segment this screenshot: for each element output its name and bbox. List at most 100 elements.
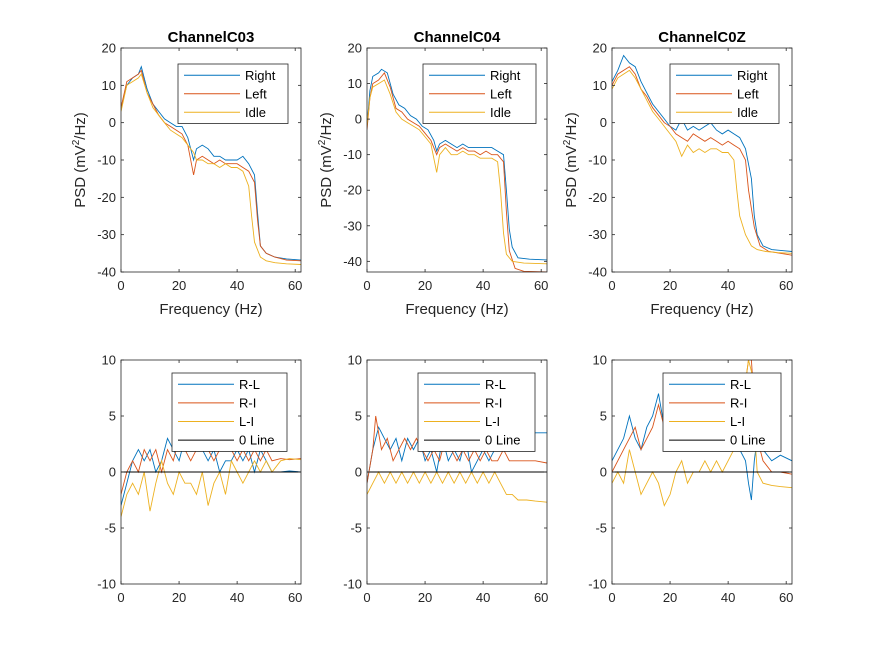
y-tick-label: 0 (600, 465, 607, 480)
x-tick-label: 20 (663, 590, 677, 605)
legend-label: Idle (737, 105, 758, 120)
x-tick-label: 40 (721, 590, 735, 605)
y-tick-label: -30 (588, 227, 607, 242)
legend: R-L R-I L-I 0 Line (417, 372, 536, 452)
series-line-left (367, 72, 547, 272)
x-axis-label: Frequency (Hz) (159, 301, 262, 318)
y-tick-label: 10 (102, 78, 116, 93)
y-tick-label: 10 (593, 353, 607, 368)
legend-label: L-I (239, 414, 254, 429)
y-tick-label: -10 (588, 577, 607, 592)
y-tick-label: -30 (97, 227, 116, 242)
y-tick-label: -5 (104, 521, 116, 536)
series-line-right (367, 68, 547, 261)
y-tick-label: 10 (348, 76, 362, 91)
y-axis-label: PSD (mV2/Hz) (71, 112, 89, 208)
legend-box (662, 372, 782, 452)
x-tick-label: 60 (779, 590, 793, 605)
y-tick-label: -40 (343, 254, 362, 269)
series-line-l-i (367, 471, 547, 503)
legend-label: R-I (730, 395, 747, 410)
legend-label: Right (737, 68, 768, 83)
legend-label: Idle (245, 105, 266, 120)
legend-label: R-I (485, 395, 502, 410)
legend: Right Left Idle (669, 63, 780, 124)
subplot-2: 0 20 40 60 -40 -30 -20 -10 0 10 20 ChannelC04 Freque… (317, 29, 548, 318)
x-tick-label: 60 (288, 278, 302, 293)
series-line-l-i (121, 458, 301, 517)
legend: Right Left Idle (177, 63, 289, 124)
y-tick-label: 20 (102, 41, 116, 56)
series-line-right (121, 65, 301, 261)
series-line-idle (612, 69, 792, 254)
y-tick-label: 0 (355, 465, 362, 480)
y-tick-label: 10 (102, 353, 116, 368)
x-axis-label: Frequency (Hz) (650, 301, 753, 318)
legend: R-L R-I L-I 0 Line (171, 372, 288, 452)
subplot-3: 0 20 40 60 -40 -30 -20 -10 0 10 20 ChannelC0Z Freque… (562, 29, 793, 318)
y-tick-label: -5 (350, 521, 362, 536)
legend-label: Left (737, 86, 759, 101)
legend: R-L R-I L-I 0 Line (662, 372, 782, 452)
x-tick-label: 20 (172, 278, 186, 293)
x-tick-label: 40 (721, 278, 735, 293)
y-tick-label: 0 (355, 112, 362, 127)
x-tick-label: 20 (418, 278, 432, 293)
subplot-title: ChannelC03 (168, 29, 255, 46)
y-tick-label: 5 (355, 409, 362, 424)
legend-label: 0 Line (730, 433, 765, 448)
subplot-5: 0 20 40 60 -10 -5 0 5 10 R-L R-I L-I 0 Line (343, 353, 548, 606)
y-tick-label: 5 (109, 409, 116, 424)
y-tick-label: 10 (348, 353, 362, 368)
y-tick-label: -20 (97, 190, 116, 205)
y-tick-label: -40 (97, 265, 116, 280)
y-tick-label: -20 (588, 190, 607, 205)
subplot-1: 0 20 40 60 -40 -30 -20 -10 0 10 20 ChannelC03 Freque… (71, 29, 302, 318)
x-tick-label: 60 (779, 278, 793, 293)
y-tick-label: -10 (97, 153, 116, 168)
x-tick-label: 60 (534, 278, 548, 293)
legend-label: R-L (239, 377, 260, 392)
subplot-4: 0 20 40 60 -10 -5 0 5 10 R-L R-I L-I 0 Line (97, 353, 302, 606)
x-tick-label: 60 (534, 590, 548, 605)
legend-label: L-I (730, 414, 745, 429)
legend-label: R-I (239, 395, 256, 410)
x-tick-label: 0 (117, 278, 124, 293)
legend-label: 0 Line (485, 433, 520, 448)
x-axis-label: Frequency (Hz) (405, 301, 508, 318)
x-tick-label: 60 (288, 590, 302, 605)
x-tick-label: 40 (476, 278, 490, 293)
x-tick-label: 40 (476, 590, 490, 605)
x-tick-label: 40 (230, 278, 244, 293)
y-axis-label: PSD (mV2/Hz) (317, 112, 335, 208)
axes-box (366, 47, 548, 273)
y-tick-label: -5 (595, 521, 607, 536)
x-tick-label: 20 (172, 590, 186, 605)
legend-label: Left (490, 86, 512, 101)
x-tick-label: 0 (608, 590, 615, 605)
y-tick-label: 0 (600, 115, 607, 130)
y-tick-label: -20 (343, 183, 362, 198)
x-tick-label: 20 (418, 590, 432, 605)
y-tick-label: -10 (343, 147, 362, 162)
x-tick-label: 0 (363, 590, 370, 605)
subplot-title: ChannelC0Z (658, 29, 746, 46)
x-tick-label: 0 (608, 278, 615, 293)
y-tick-label: 20 (348, 41, 362, 56)
legend-label: 0 Line (239, 433, 274, 448)
series-line-idle (121, 73, 301, 265)
y-tick-label: -30 (343, 218, 362, 233)
x-tick-label: 0 (117, 590, 124, 605)
y-tick-label: -40 (588, 265, 607, 280)
legend-box (417, 372, 536, 452)
y-axis-label: PSD (mV2/Hz) (562, 112, 580, 208)
y-tick-label: 0 (109, 465, 116, 480)
legend-label: R-L (485, 377, 506, 392)
y-tick-label: -10 (343, 577, 362, 592)
subplot-6: 0 20 40 60 -10 -5 0 5 10 R-L R-I L-I 0 Line (588, 353, 793, 606)
y-tick-label: 10 (593, 78, 607, 93)
legend-label: Right (490, 68, 521, 83)
legend-label: Left (245, 86, 267, 101)
legend: Right Left Idle (422, 63, 537, 124)
